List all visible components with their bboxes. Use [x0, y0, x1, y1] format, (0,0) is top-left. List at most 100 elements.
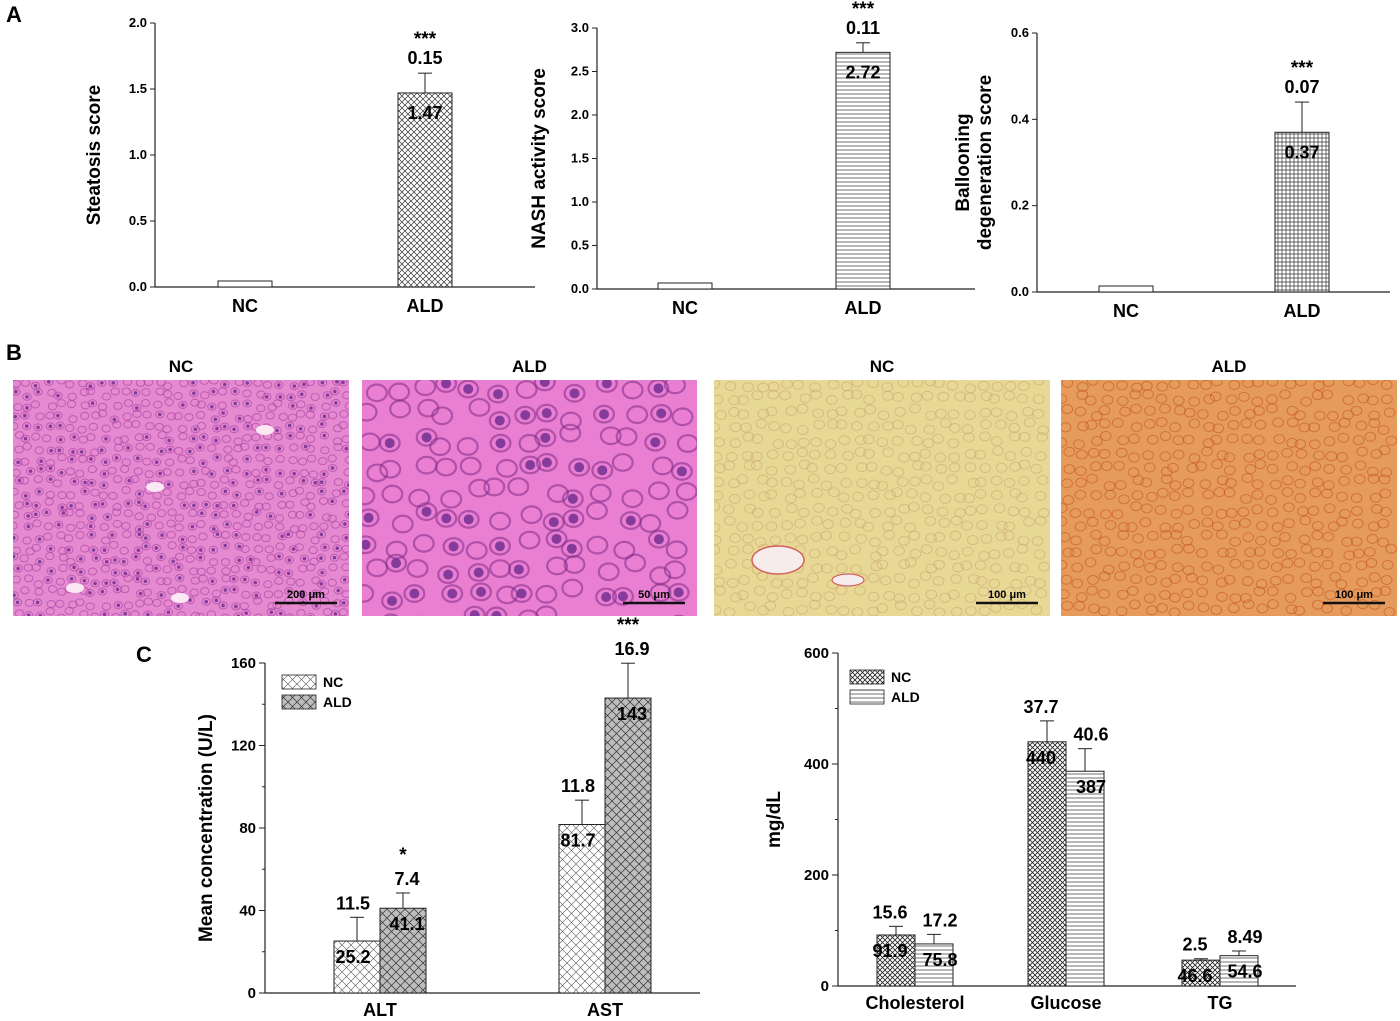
cell — [1069, 547, 1082, 558]
cell — [995, 531, 1007, 542]
cell — [624, 553, 647, 573]
cell — [254, 502, 264, 511]
cell — [162, 425, 172, 434]
cell — [1224, 477, 1237, 488]
cell — [34, 587, 44, 596]
nucleus — [421, 432, 432, 443]
cell — [869, 551, 882, 562]
cell — [722, 504, 735, 515]
cell — [1002, 548, 1015, 558]
nucleus — [210, 579, 215, 584]
nucleus — [24, 424, 29, 428]
cell — [65, 424, 75, 433]
cell — [31, 501, 41, 510]
cell — [332, 437, 343, 446]
cell — [796, 587, 808, 598]
cell — [1369, 492, 1382, 503]
cell — [1182, 565, 1195, 576]
cell — [1061, 589, 1070, 600]
cell — [810, 591, 822, 602]
cell — [123, 443, 133, 452]
cell — [167, 508, 177, 517]
cell — [465, 541, 488, 560]
cell — [231, 465, 241, 474]
cell — [1129, 389, 1142, 400]
cell — [1183, 407, 1196, 418]
cell — [63, 534, 74, 543]
nucleus — [66, 547, 71, 552]
cell — [626, 405, 649, 425]
cell — [1075, 477, 1087, 488]
cell — [366, 463, 389, 483]
micrograph-title: ALD — [1212, 357, 1247, 376]
cell — [828, 487, 840, 498]
cell — [211, 436, 221, 445]
cell — [1311, 547, 1323, 558]
nucleus — [113, 570, 118, 575]
nucleus — [214, 438, 218, 443]
cell — [341, 590, 349, 599]
nucleus — [13, 554, 16, 559]
cell — [133, 467, 144, 476]
cell — [1353, 380, 1366, 388]
nucleus — [223, 543, 227, 548]
cell — [1251, 489, 1264, 500]
cell — [164, 458, 175, 467]
cell — [925, 589, 938, 600]
cell — [319, 596, 330, 605]
cell — [1385, 435, 1397, 446]
scale-bar-label: 100 μm — [1335, 589, 1373, 601]
category-label: ALT — [363, 1000, 397, 1020]
cell — [163, 608, 174, 616]
cell — [13, 591, 19, 600]
cell — [190, 611, 201, 616]
nucleus — [292, 384, 297, 388]
cell — [362, 402, 378, 422]
tissue-texture — [362, 380, 697, 616]
cell — [58, 553, 69, 562]
cell — [1341, 536, 1354, 547]
cell — [1038, 561, 1050, 572]
cell — [1308, 422, 1321, 433]
nucleus — [222, 424, 227, 429]
nucleus — [264, 467, 268, 472]
cell — [142, 410, 152, 419]
cell — [726, 577, 739, 588]
cell — [120, 585, 130, 594]
nucleus — [38, 614, 43, 616]
nucleus — [102, 472, 107, 476]
cell — [974, 560, 987, 571]
y-tick-label: 80 — [239, 820, 256, 837]
bar-value-label: 75.8 — [922, 950, 957, 970]
cell — [1294, 410, 1306, 421]
cell — [1130, 403, 1142, 414]
cell — [134, 489, 145, 498]
cell — [1338, 417, 1351, 428]
cell — [611, 453, 634, 472]
cell — [768, 507, 781, 518]
cell — [1154, 548, 1166, 559]
cell — [45, 422, 56, 431]
cell — [651, 456, 674, 476]
cell — [156, 553, 166, 562]
nucleus — [387, 595, 398, 606]
cell — [1281, 447, 1293, 458]
cell — [1061, 574, 1073, 585]
cell — [287, 413, 298, 422]
cell — [162, 467, 172, 477]
cell — [156, 577, 166, 586]
cell — [911, 606, 923, 616]
nucleus — [159, 449, 164, 454]
nucleus — [225, 468, 230, 473]
cell — [305, 613, 315, 616]
cell — [807, 572, 819, 583]
cell — [586, 535, 609, 555]
cell — [1076, 382, 1089, 392]
y-tick-label: 1.0 — [571, 194, 589, 209]
cell — [201, 500, 211, 509]
nucleus — [301, 479, 306, 483]
cell — [64, 380, 75, 389]
panel-label-a: A — [6, 2, 22, 27]
cell — [54, 520, 64, 529]
cell — [961, 546, 974, 557]
